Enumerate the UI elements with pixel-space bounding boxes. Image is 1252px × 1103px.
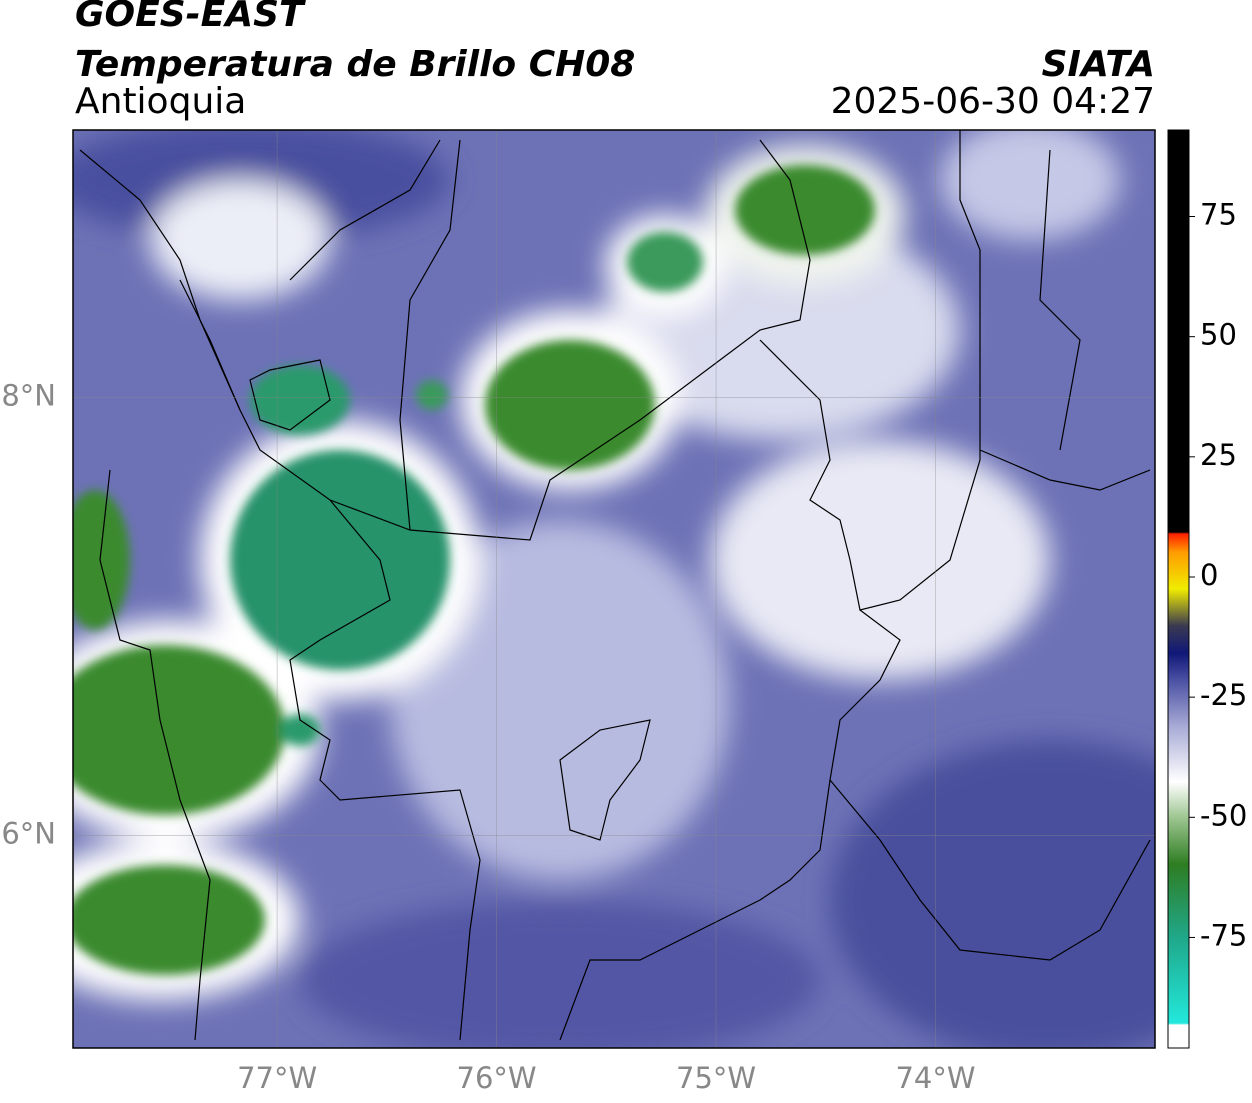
x-tick-label: 74°W xyxy=(895,1061,975,1095)
x-tick-label: 76°W xyxy=(457,1061,537,1095)
colorbar-tick-label: -50 xyxy=(1200,798,1247,832)
x-tick-label: 77°W xyxy=(237,1061,317,1095)
grid xyxy=(73,130,1155,1048)
colorbar-tick-label: 50 xyxy=(1200,318,1237,352)
subtitle: Temperatura de Brillo CH08 xyxy=(75,44,635,85)
colorbar-tick-label: 75 xyxy=(1200,198,1237,232)
colorbar xyxy=(1167,129,1190,1049)
colorbar-tick-label: 0 xyxy=(1200,558,1218,592)
satellite-image xyxy=(73,130,1155,1048)
colorbar-tick-label: 25 xyxy=(1200,438,1237,472)
title: GOES-EAST xyxy=(75,0,306,35)
colorbar-tick-label: -75 xyxy=(1200,918,1247,952)
region: Antioquia xyxy=(75,81,246,122)
map-frame xyxy=(72,129,1156,1049)
source: SIATA xyxy=(1042,44,1155,85)
y-tick-label: 8°N xyxy=(1,378,56,412)
colorbar-tick-label: -25 xyxy=(1200,678,1247,712)
timestamp: 2025-06-30 04:27 xyxy=(831,81,1155,122)
x-tick-label: 75°W xyxy=(676,1061,756,1095)
y-tick-label: 6°N xyxy=(1,816,56,850)
